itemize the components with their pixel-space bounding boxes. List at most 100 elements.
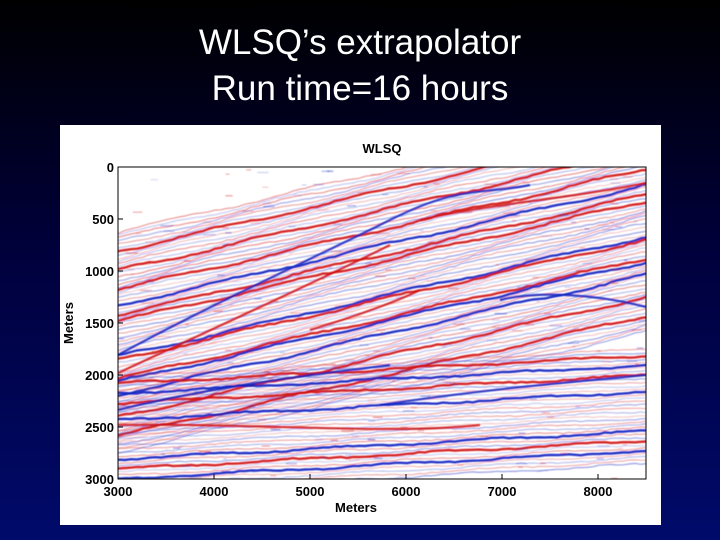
x-axis: 3000 4000 5000 6000 7000 8000 [104, 474, 612, 499]
y-tick-label: 1000 [85, 264, 114, 279]
noise-speck [428, 395, 441, 397]
noise-speck [157, 336, 171, 338]
noise-speck [241, 210, 254, 212]
noise-speck [160, 453, 165, 455]
reflector-line [298, 459, 646, 479]
noise-speck [495, 264, 499, 266]
reflector-line [118, 440, 646, 470]
reflector-line [118, 348, 646, 379]
noise-speck [582, 262, 593, 265]
noise-speck [195, 234, 204, 236]
reflector-line [118, 167, 558, 267]
noise-speck [638, 320, 646, 322]
reflector-line [118, 167, 448, 242]
noise-speck [145, 241, 156, 244]
noise-speck [640, 194, 646, 196]
reflector-line [118, 390, 646, 421]
noise-speck [333, 223, 342, 225]
noise-speck [596, 350, 601, 352]
noise-speck [618, 447, 623, 450]
noise-speck [222, 244, 228, 246]
noise-speck [197, 406, 210, 408]
noise-speck [203, 234, 216, 236]
noise-speck [250, 222, 261, 224]
noise-speck [330, 250, 343, 252]
noise-speck [375, 275, 386, 277]
noise-speck [288, 252, 292, 254]
reflector-line [118, 423, 646, 454]
noise-speck [541, 235, 553, 237]
noise-speck [380, 260, 392, 262]
noise-speck [321, 170, 330, 172]
noise-speck [155, 421, 167, 423]
noise-speck [320, 457, 328, 459]
noise-speck [373, 350, 380, 352]
reflector-line [118, 167, 626, 286]
x-axis-label: Meters [335, 500, 377, 515]
noise-speck [597, 445, 610, 447]
noise-speck [497, 206, 511, 208]
noise-speck [317, 209, 329, 211]
noise-speck [150, 179, 158, 181]
noise-speck [486, 339, 497, 341]
reflector-line [322, 462, 646, 479]
chart-title: WLSQ [363, 141, 402, 156]
noise-speck [442, 346, 448, 348]
noise-speck [492, 319, 500, 321]
reflector-line [118, 247, 646, 372]
noise-speck [448, 287, 459, 289]
noise-speck [368, 420, 376, 422]
noise-speck [459, 328, 471, 330]
noise-speck [348, 459, 360, 461]
reflector-line [118, 251, 646, 375]
reflector-line [118, 167, 470, 245]
strong-horizon [118, 183, 531, 356]
noise-speck [138, 426, 151, 428]
noise-speck [225, 173, 230, 175]
strong-horizon [118, 363, 391, 412]
noise-speck [285, 462, 297, 465]
y-tick-label: 2000 [85, 368, 114, 383]
reflector-line [118, 167, 522, 261]
noise-speck [524, 323, 535, 326]
noise-speck [511, 330, 523, 332]
noise-speck [596, 458, 604, 460]
noise-speck [479, 435, 489, 437]
noise-speck [570, 221, 577, 223]
noise-speck [137, 280, 144, 282]
noise-speck [261, 445, 271, 447]
reflector-line [118, 243, 646, 368]
strong-horizon [419, 181, 646, 222]
reflector-line [118, 385, 646, 414]
noise-speck [371, 173, 382, 176]
noise-speck [141, 302, 154, 304]
noise-speck [148, 281, 154, 283]
noise-speck [172, 447, 181, 449]
noise-speck [208, 342, 218, 344]
noise-speck [395, 296, 403, 298]
noise-speck [290, 312, 302, 314]
noise-speck [141, 425, 149, 427]
noise-speck [558, 214, 569, 216]
reflector-line [118, 167, 430, 239]
slide-title-line-1: WLSQ’s extrapolator [198, 23, 522, 62]
reflector-line [202, 455, 646, 479]
x-tick-label: 7000 [488, 484, 517, 499]
noise-speck [344, 359, 355, 361]
noise-speck [426, 279, 434, 282]
reflector-line [118, 444, 646, 473]
noise-speck [189, 267, 194, 269]
noise-speck [622, 444, 627, 446]
noise-speck [559, 364, 571, 367]
y-tick-label: 2500 [85, 420, 114, 435]
noise-speck [601, 361, 612, 363]
reflector-line [118, 358, 646, 387]
noise-speck [257, 171, 269, 174]
noise-speck [213, 310, 223, 312]
reflector-line [118, 276, 646, 400]
x-tick-label: 6000 [392, 484, 421, 499]
reflector-line [118, 417, 646, 446]
noise-speck [270, 475, 277, 477]
noise-speck [231, 280, 241, 283]
reflector-line [118, 167, 500, 256]
